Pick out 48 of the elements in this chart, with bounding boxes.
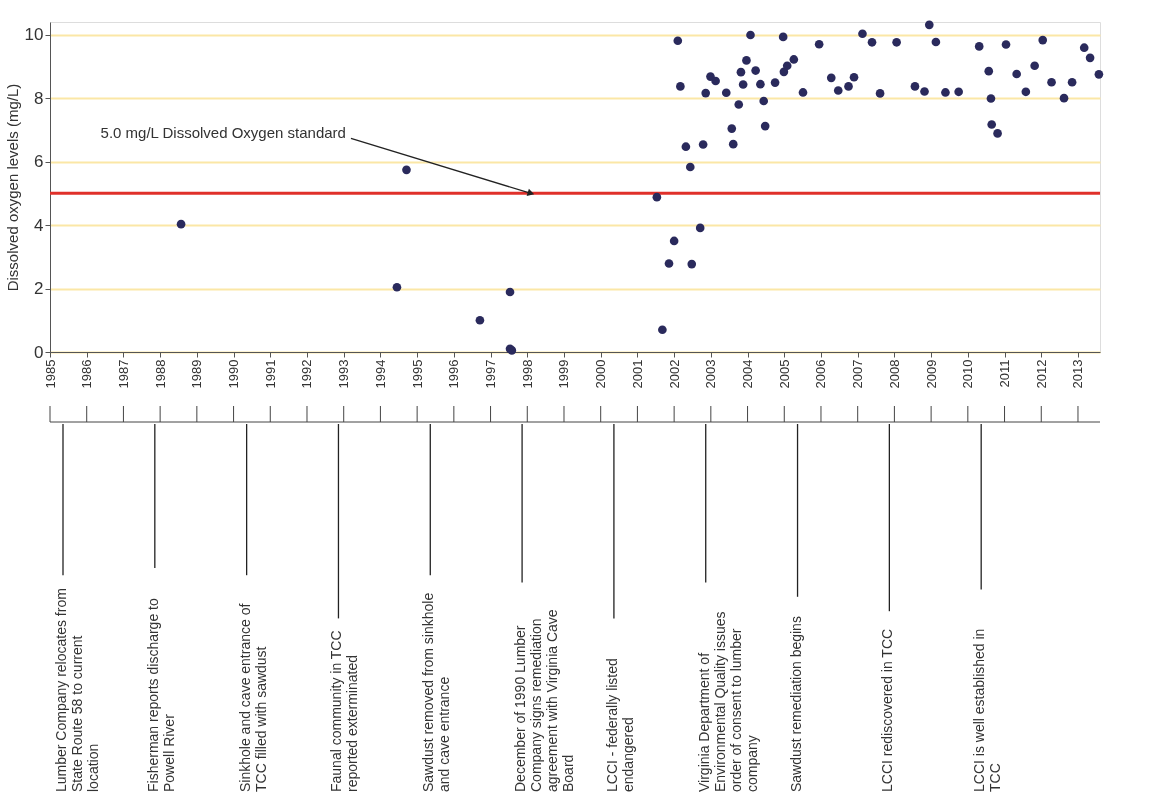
text: Lumber Company relocates from State Route 58 to current location [53,588,101,792]
x-tick-label: 1997 [483,359,499,389]
x-tick-label: 1992 [299,359,315,389]
x-tick-label: 2006 [813,359,829,389]
x-tick-label: 2004 [740,359,756,389]
x-tick-label: 1998 [519,359,535,389]
x-tick-label: 2012 [1033,359,1049,389]
y-tick-label: 4 [34,215,44,235]
text: Faunal community in TCC reported exterminated [328,630,361,792]
x-tick-label: 2003 [703,359,719,389]
y-tick-label: 6 [34,152,44,172]
x-tick-label: 1991 [262,359,278,389]
y-tick-label: 10 [24,25,44,45]
x-tick-label: 2001 [629,359,645,389]
x-tick-label: 1999 [556,359,572,389]
text: Virginia Department of Environmental Quality issues order of consent to lumber company [695,611,760,792]
x-tick-label: 1996 [446,359,462,389]
x-tick-label: 1988 [152,359,168,389]
text: LCCI rediscovered in TCC [879,628,896,792]
x-tick-label: 2000 [593,359,609,389]
x-tick-label: 2002 [666,359,682,389]
x-tick-label: 1993 [336,359,352,389]
text: LCCI is well established in TCC [971,628,1004,792]
text: Fisherman reports discharge to Powell River [144,598,177,792]
y-tick-label: 2 [34,279,44,299]
x-tick-label: 2011 [997,359,1013,388]
x-tick-label: 1994 [372,359,388,389]
x-tick-label: 1986 [79,359,95,389]
x-tick-label: 2013 [1070,359,1086,389]
y-axis-title: Dissolved oxygen levels (mg/L) [3,83,21,292]
y-tick-label: 0 [34,342,44,362]
annotation: 5.0 mg/L Dissolved Oxygen standard [100,124,346,142]
x-tick-label: 2005 [776,359,792,389]
x-tick-label: 1987 [115,359,131,389]
x-tick-label: 1995 [409,359,425,389]
x-tick-label: 2008 [886,359,902,389]
text: LCCI - federally listed endangered [603,658,636,792]
x-tick-label: 2009 [923,359,939,389]
x-tick-label: 2007 [850,359,866,389]
x-tick-label: 1989 [189,359,205,389]
text: Sawdust remediation begins [787,616,804,792]
y-tick-label: 8 [34,88,44,108]
text: Sawdust removed from sinkhole and cave entrance [420,592,453,792]
x-tick-label: 1985 [42,359,58,389]
text: December of 1990 Lumber Company signs remediation agreement with Virginia Cave Board [512,609,577,792]
text: Sinkhole and cave entrance of TCC filled with sawdust [236,603,269,792]
x-tick-label: 2010 [960,359,976,389]
x-tick-label: 1990 [226,359,242,389]
